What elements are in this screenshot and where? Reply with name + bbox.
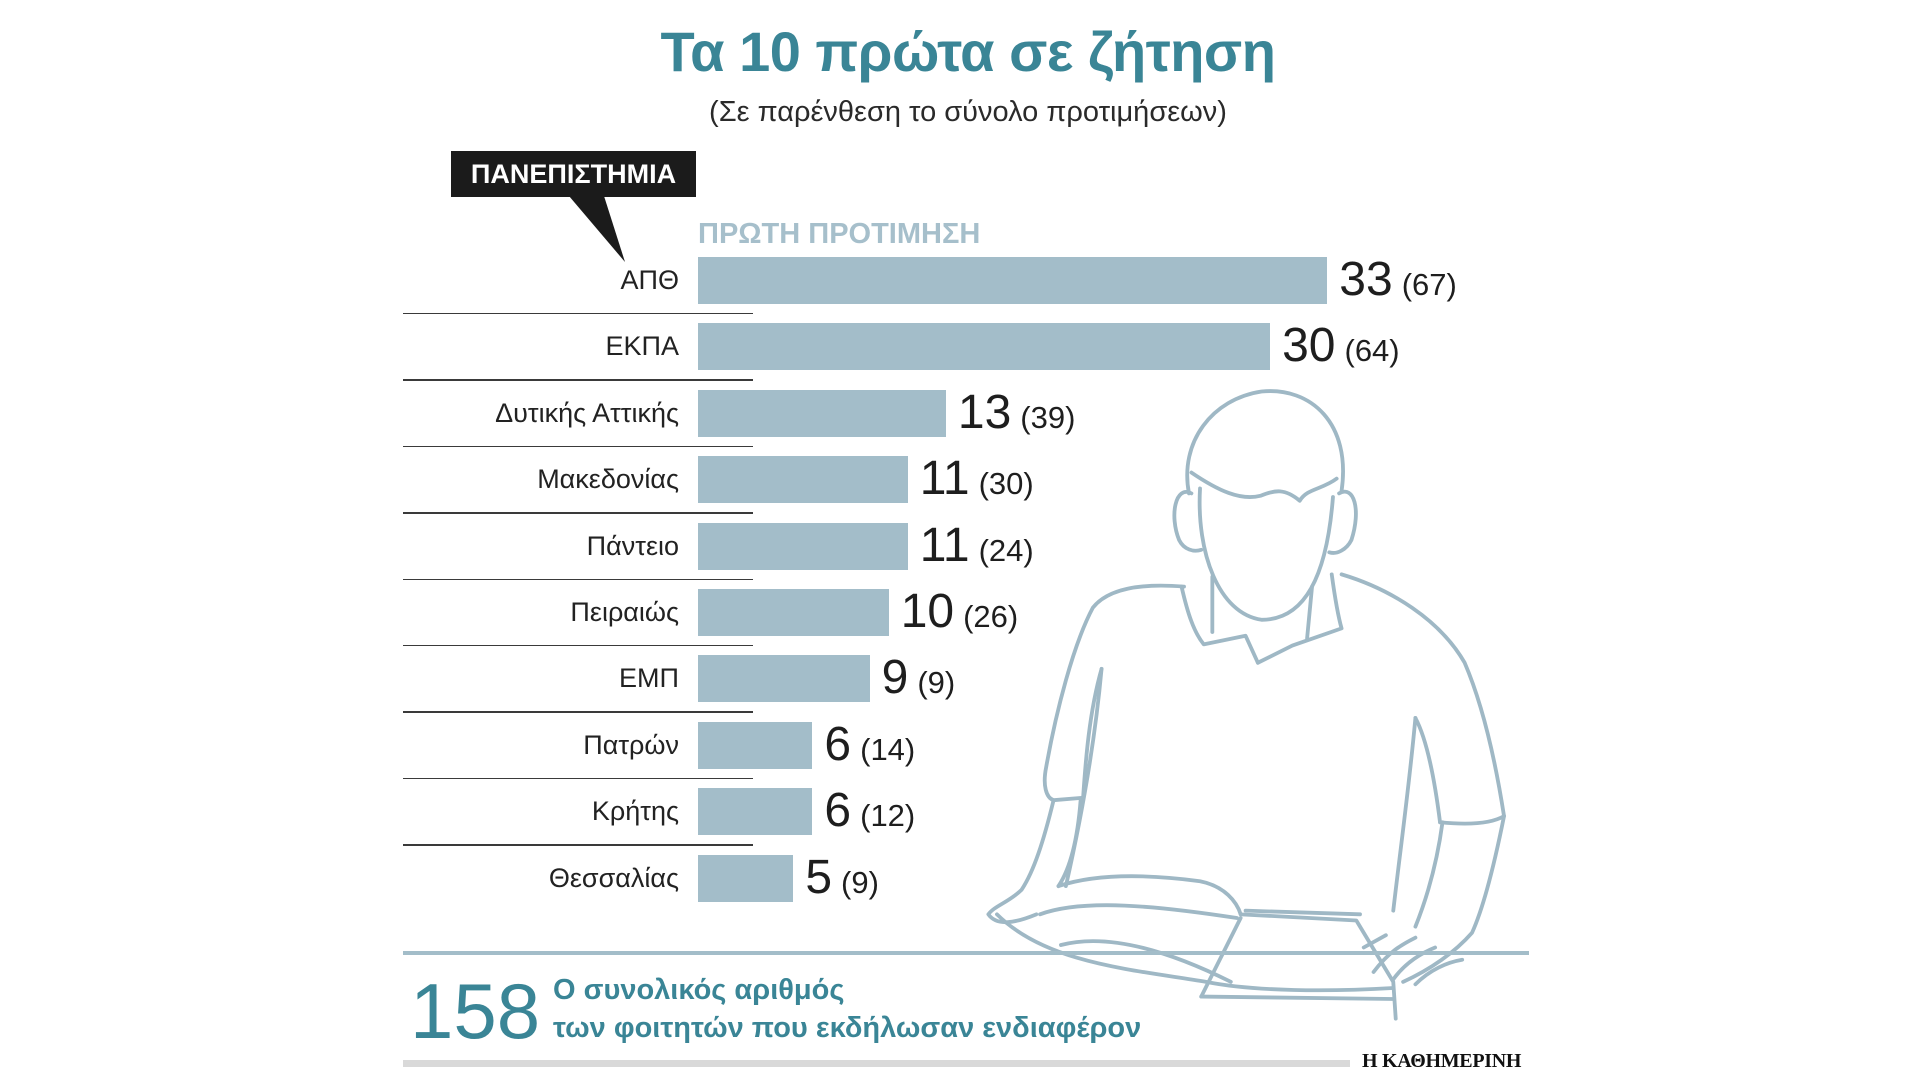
value-label-group-3: 11 (30) [919,452,1034,506]
value-label-group-9: 5 (9) [805,850,879,904]
category-label-7: Πατρών [583,729,679,760]
category-label-3: Μακεδονίας [537,464,679,495]
value-label-group-4: 11 (24) [919,518,1034,572]
value-label-group-8: 6 (12) [824,784,916,838]
value-label-group-1: 30 (64) [1282,319,1400,373]
total-value-label-2: (39) [1020,399,1076,435]
category-label-8: Κρήτης [591,796,679,827]
total-value-label-5: (26) [963,599,1019,634]
source-credit: Η ΚΑΘΗΜΕΡΙΝΗ [1362,1050,1522,1072]
category-label-0: ΑΠΘ [620,265,679,295]
value-label-0: 33 [1339,253,1393,306]
chart-subtitle: (Σε παρένθεση το σύνολο προτιμήσεων) [709,96,1227,128]
head-drawing [1172,389,1358,641]
footer-divider [403,951,1529,955]
value-label-9: 5 [805,850,833,904]
value-label-6: 9 [881,651,909,705]
row-separator-1 [403,379,753,381]
total-value-number-6: 9 [927,665,945,701]
value-label-4: 11 [919,518,970,572]
total-value-number-1: 64 [1354,333,1390,369]
row-separator-4 [403,578,753,581]
total-value-label-6: (9) [917,665,956,701]
row-separator-2 [403,445,753,448]
bar-2 [698,389,946,437]
total-value-label-8: (12) [860,798,916,834]
bar-1 [698,323,1271,371]
value-label-7: 6 [824,717,852,771]
total-value-number-5: 26 [973,599,1008,634]
total-value-number-7: 14 [870,731,905,767]
value-label-group-5: 10 (26) [900,585,1019,638]
row-separator-5 [403,644,753,647]
series-header: ΠΡΩΤΗ ΠΡΟΤΙΜΗΣΗ [698,218,981,250]
total-value-label-9: (9) [841,864,879,900]
value-label-group-6: 9 (9) [881,651,956,705]
category-label-5: Πειραιώς [570,597,679,627]
row-separator-8 [403,844,753,846]
shirt-drawing [1042,572,1506,913]
value-label-group-2: 13 (39) [957,385,1076,439]
value-label-group-7: 6 (14) [824,717,916,771]
category-label-2: Δυτικής Αττικής [495,397,679,428]
row-separator-6 [403,711,753,713]
row-separator-7 [403,777,753,780]
chart-title: Τα 10 πρώτα σε ζήτηση [660,20,1276,83]
category-label-6: ΕΜΠ [619,663,679,694]
category-label-9: Θεσσαλίας [548,862,679,893]
footer-bar [403,1060,1350,1067]
value-label-group-0: 33 (67) [1339,253,1457,306]
total-value-number-8: 12 [870,798,905,834]
bar-0 [698,257,1328,304]
arms-drawing [986,798,1506,987]
bar-6 [698,655,870,703]
value-label-5: 10 [900,585,955,638]
category-axis-label: ΠΑΝΕΠΙΣΤΗΜΙΑ [451,151,696,197]
book-drawing [995,874,1398,1021]
row-separator-3 [403,512,753,514]
category-label-4: Πάντειο [586,530,679,561]
total-value-label-7: (14) [860,731,916,767]
value-label-2: 13 [957,385,1012,439]
total-value-label-3: (30) [978,466,1034,502]
pointer-triangle [569,196,625,262]
total-students-caption-line2: των φοιτητών που εκδήλωσαν ενδιαφέρον [553,1012,1142,1044]
category-label-1: ΕΚΠΑ [605,331,679,362]
total-value-number-4: 24 [988,532,1024,568]
total-value-number-2: 39 [1030,399,1066,435]
bar-8 [698,788,813,836]
total-value-label-4: (24) [978,532,1034,568]
total-value-label-1: (64) [1344,333,1400,369]
bar-3 [698,456,908,504]
total-students-caption-line1: Ο συνολικός αριθμός [553,974,845,1006]
total-students-number: 158 [410,967,541,1055]
total-value-number-0: 67 [1412,267,1447,302]
row-separator-0 [403,312,753,315]
total-value-number-3: 30 [988,466,1024,502]
value-label-1: 30 [1282,319,1336,373]
total-value-label-0: (67) [1401,267,1457,302]
value-label-8: 6 [824,784,852,838]
bar-4 [698,522,908,570]
bar-9 [698,854,794,902]
bar-7 [698,721,813,769]
value-label-3: 11 [919,452,970,506]
bar-5 [698,589,889,636]
total-value-number-9: 9 [851,864,869,900]
